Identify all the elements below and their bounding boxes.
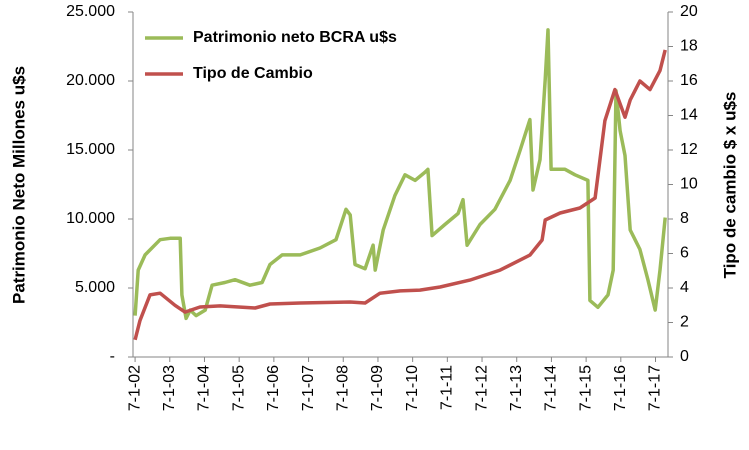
x-tick-label: 7-1-14: [543, 365, 560, 411]
x-tick-label: 7-1-09: [369, 365, 386, 411]
x-tick-label: 7-1-03: [161, 365, 178, 411]
y-tick-label: 5.000: [75, 279, 115, 296]
y2-tick-label: 20: [680, 3, 698, 20]
y-tick-label: 25.000: [66, 3, 115, 20]
y-tick-label: 15.000: [66, 141, 115, 158]
y2-tick-label: 12: [680, 141, 698, 158]
y2-tick-label: 18: [680, 38, 698, 55]
y-tick-label: 20.000: [66, 72, 115, 89]
x-tick-label: 7-1-17: [647, 365, 664, 411]
y2-tick-label: 4: [680, 279, 689, 296]
y2-tick-label: 16: [680, 72, 698, 89]
x-tick-label: 7-1-07: [300, 365, 317, 411]
x-tick-label: 7-1-04: [196, 365, 213, 411]
series-line: [133, 28, 667, 321]
y-axis-title: Patrimonio Neto Millones u$s: [9, 66, 28, 304]
y-tick-label: 10.000: [66, 210, 115, 227]
x-tick-label: 7-1-02: [126, 365, 143, 411]
x-tick-label: 7-1-10: [404, 365, 421, 411]
y2-tick-label: 8: [680, 210, 689, 227]
y2-axis-title: Tipo de cambio $ x u$s: [720, 92, 739, 279]
y2-tick-label: 0: [680, 348, 689, 365]
x-tick-label: 7-1-15: [577, 365, 594, 411]
y2-tick-label: 10: [680, 176, 698, 193]
x-tick-label: 7-1-06: [265, 365, 282, 411]
x-tick-label: 7-1-12: [473, 365, 490, 411]
x-tick-label: 7-1-16: [612, 365, 629, 411]
series-line: [133, 49, 667, 341]
legend-label: Tipo de Cambio: [193, 65, 313, 82]
x-tick-label: 7-1-08: [334, 365, 351, 411]
x-tick-label: 7-1-13: [508, 365, 525, 411]
y-tick-label: -: [110, 348, 115, 365]
y2-tick-label: 14: [680, 107, 698, 124]
legend-label: Patrimonio neto BCRA u$s: [193, 29, 397, 46]
x-tick-label: 7-1-11: [439, 365, 456, 410]
y2-tick-label: 2: [680, 314, 689, 331]
x-tick-label: 7-1-05: [230, 365, 247, 411]
y2-tick-label: 6: [680, 245, 689, 262]
